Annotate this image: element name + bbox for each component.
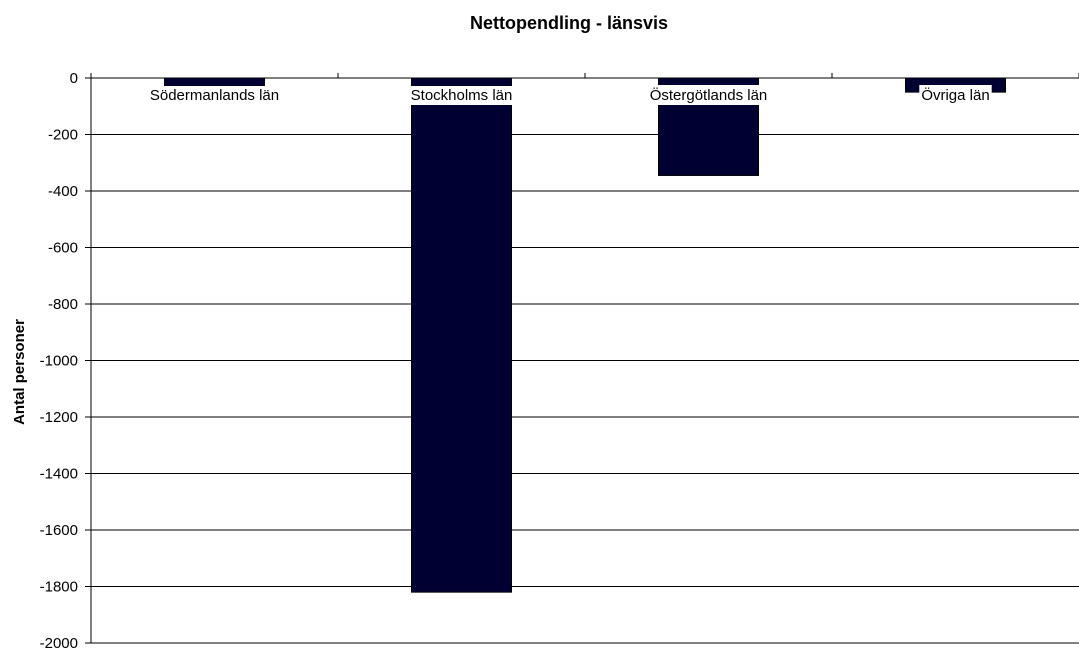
y-tick-label: -2000 xyxy=(40,635,78,650)
x-category-label: Södermanlands län xyxy=(150,87,279,104)
chart-title: Nettopendling - länsvis xyxy=(470,13,668,33)
x-category-label: Stockholms län xyxy=(411,87,513,104)
y-tick-label: -600 xyxy=(48,240,78,257)
y-tick-label: -1800 xyxy=(40,579,78,596)
y-tick-label: -1600 xyxy=(40,522,78,539)
x-category-label: Övriga län xyxy=(921,86,989,104)
category-label-background xyxy=(147,86,282,105)
bar xyxy=(411,77,512,593)
y-tick-label: -1400 xyxy=(40,466,78,483)
category-labels: Södermanlands län Stockholms län Östergötl… xyxy=(147,85,992,105)
category-label-background xyxy=(647,85,770,105)
gridlines xyxy=(91,77,1079,644)
y-axis-label: Antal personer xyxy=(11,319,28,425)
y-tick-label: -200 xyxy=(48,127,78,144)
y-tick-labels: 0 -200 -400 -600 -800 -1000 -1200 -1400 -1600 -18… xyxy=(40,70,91,650)
y-tick-label: -1200 xyxy=(40,409,78,426)
bars xyxy=(164,77,1006,593)
y-tick-label: 0 xyxy=(70,70,78,87)
category-label-background xyxy=(919,85,992,105)
y-tick-label: -1000 xyxy=(40,353,78,370)
y-tick-label: -800 xyxy=(48,296,78,313)
axes xyxy=(90,73,1079,643)
category-label-background xyxy=(408,86,515,105)
x-category-label: Östergötlands län xyxy=(650,86,768,104)
y-tick-label: -400 xyxy=(48,183,78,200)
